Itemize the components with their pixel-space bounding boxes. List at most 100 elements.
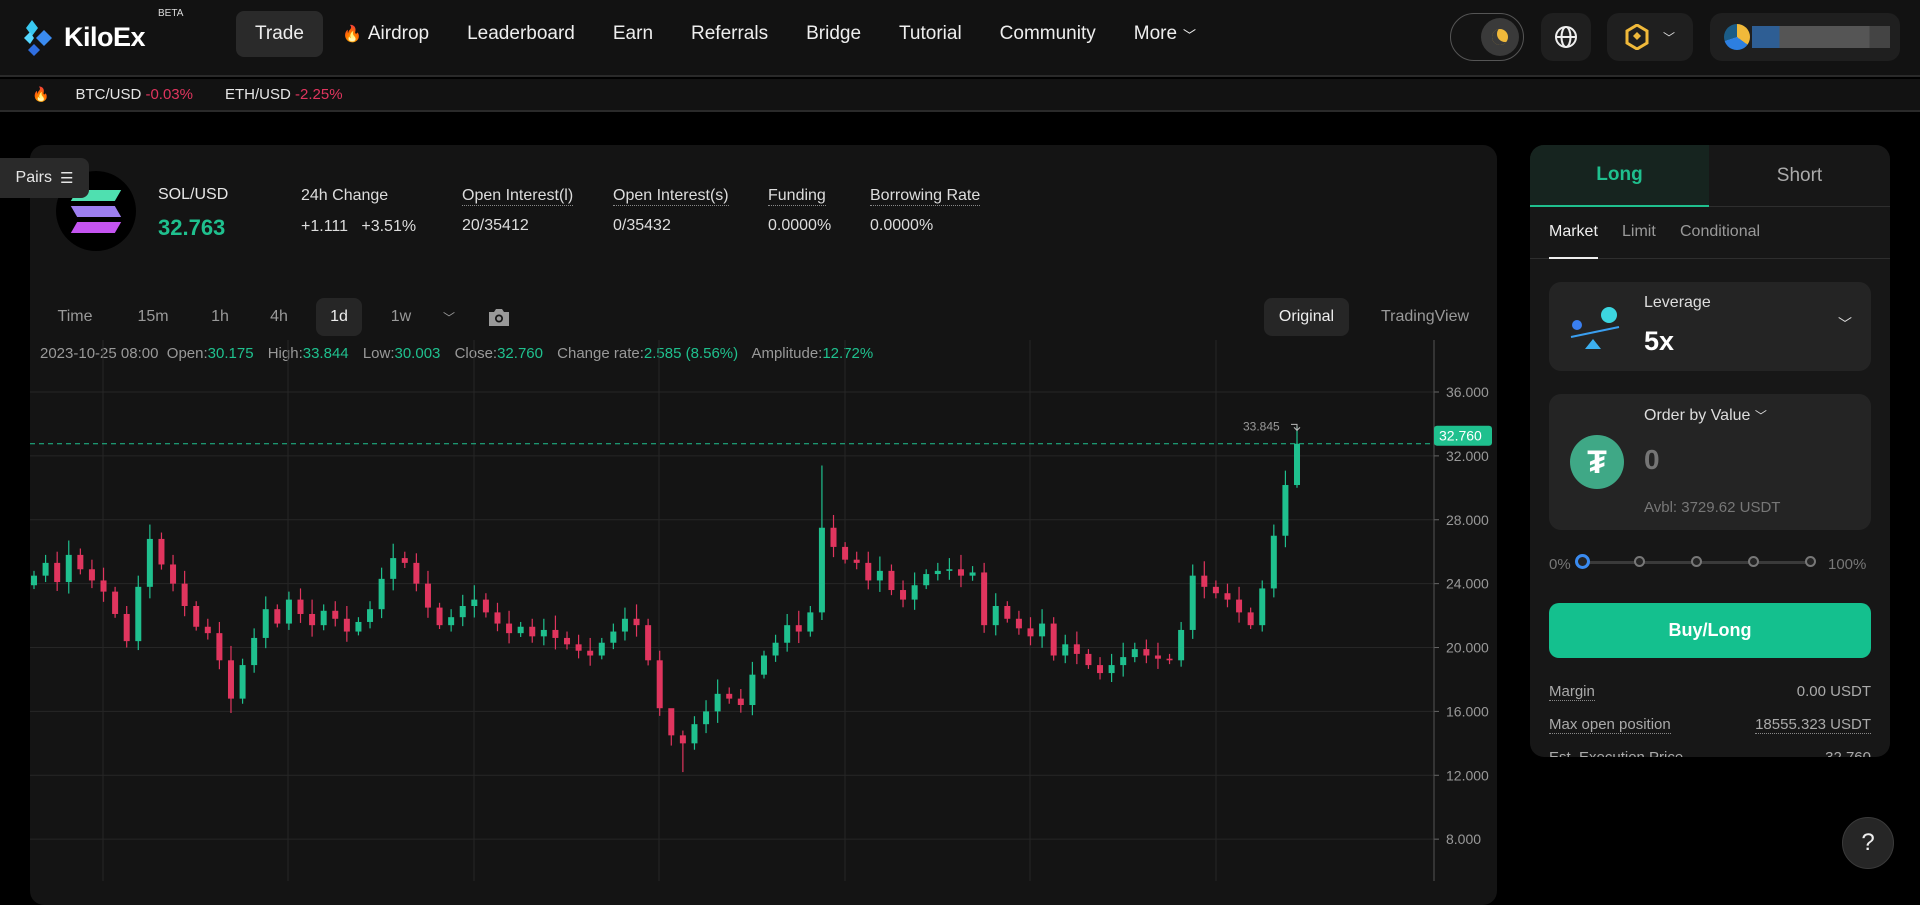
stat-open-interest-short[interactable]: Open Interest(s) 0/35432 — [613, 187, 729, 235]
chevron-down-icon: ﹀ — [1662, 30, 1675, 45]
candle-body — [204, 626, 211, 634]
candle-body — [193, 605, 200, 627]
stat-label: Borrowing Rate — [870, 187, 981, 206]
order-type-market[interactable]: Market — [1549, 223, 1598, 259]
candle-body — [645, 625, 652, 661]
nav-referrals[interactable]: Referrals — [672, 11, 787, 57]
buy-long-button[interactable]: Buy/Long — [1549, 603, 1871, 658]
nav-airdrop[interactable]: 🔥 Airdrop — [323, 11, 448, 57]
logo[interactable]: KiloEx — [22, 18, 146, 56]
list-icon: ☰ — [60, 170, 74, 187]
candle-body — [297, 599, 304, 614]
language-button[interactable] — [1541, 13, 1591, 61]
info-open: 30.175 — [207, 345, 254, 362]
amount-input[interactable] — [1644, 442, 1844, 478]
info-label: Amplitude: — [751, 345, 823, 362]
nav-label: Leaderboard — [467, 23, 575, 44]
slider-step-0[interactable] — [1575, 554, 1590, 569]
candle-body — [668, 708, 675, 736]
info-label: High: — [267, 345, 303, 362]
beta-badge: BETA — [158, 8, 184, 19]
nav-trade[interactable]: Trade — [236, 11, 323, 57]
candle-body — [679, 735, 686, 744]
slider-step-50[interactable] — [1691, 556, 1702, 567]
timeframe-more-chevron-icon[interactable]: ﹀ — [442, 310, 455, 325]
order-by-dropdown[interactable]: Order by Value ﹀ — [1644, 407, 1767, 425]
timeframe-1w[interactable]: 1w — [390, 308, 412, 325]
network-selector[interactable]: ﹀ — [1607, 13, 1693, 61]
stat-borrowing-rate[interactable]: Borrowing Rate 0.0000% — [870, 187, 981, 235]
timeframe-time[interactable]: Time — [57, 308, 93, 325]
timeframe-15m[interactable]: 15m — [137, 308, 169, 325]
candle-body — [1143, 649, 1150, 656]
tab-long[interactable]: Long — [1530, 145, 1709, 207]
row-label[interactable]: Max open position — [1549, 716, 1671, 734]
nav-label: Airdrop — [367, 23, 430, 44]
candle-body — [807, 612, 814, 632]
stat-funding[interactable]: Funding 0.0000% — [768, 187, 831, 235]
info-close: 32.760 — [497, 345, 543, 362]
candle-body — [575, 644, 582, 651]
theme-toggle[interactable] — [1450, 13, 1524, 61]
candle-body — [448, 617, 455, 626]
slider-step-25[interactable] — [1634, 556, 1645, 567]
nav-label: Trade — [255, 23, 304, 44]
pairs-button[interactable]: Pairs ☰ — [0, 158, 89, 198]
candle-body — [343, 618, 350, 632]
row-label[interactable]: Est. Execution Price — [1549, 749, 1683, 757]
help-icon: ? — [1861, 829, 1875, 856]
top-nav: KiloEx BETA Trade 🔥 Airdrop Leaderboard E… — [0, 0, 1920, 77]
timeframe-4h[interactable]: 4h — [270, 308, 288, 325]
candle-body — [1282, 485, 1289, 536]
nav-bridge[interactable]: Bridge — [787, 11, 880, 57]
stat-open-interest-long[interactable]: Open Interest(l) 20/35412 — [462, 187, 574, 235]
leverage-selector[interactable]: Leverage 5x ﹀ — [1549, 282, 1871, 371]
tab-short[interactable]: Short — [1709, 145, 1890, 207]
nav-tutorial[interactable]: Tutorial — [880, 11, 981, 57]
view-tradingview[interactable]: TradingView — [1380, 308, 1470, 325]
timeframe-1d[interactable]: 1d — [316, 298, 362, 336]
candle-body — [494, 612, 501, 624]
y-tick-label: 24.000 — [1446, 576, 1489, 592]
nav-earn[interactable]: Earn — [594, 11, 672, 57]
candle-body — [587, 650, 594, 656]
nav-community[interactable]: Community — [981, 11, 1115, 57]
ticker-btc[interactable]: BTC/USD -0.03% — [75, 86, 193, 103]
candlestick-chart[interactable]: 36.000 32.000 28.000 24.000 20.000 16.000 12.0… — [30, 340, 1497, 881]
candle-body — [251, 637, 258, 666]
slider-step-75[interactable] — [1748, 556, 1759, 567]
y-tick-label: 16.000 — [1446, 703, 1489, 719]
tab-label: Long — [1596, 164, 1643, 185]
leverage-balance-icon — [1570, 307, 1620, 349]
candle-body — [911, 585, 918, 600]
candle-body — [1247, 612, 1254, 626]
candle-body — [633, 618, 640, 626]
view-original[interactable]: Original — [1264, 298, 1349, 336]
slider-step-100[interactable] — [1805, 556, 1816, 567]
hot-flame-icon: 🔥 — [32, 86, 50, 102]
candle-body — [1212, 586, 1219, 594]
stat-label: Open Interest(l) — [462, 187, 574, 206]
candle-body — [1131, 649, 1138, 658]
candle-body — [656, 660, 663, 709]
ticker-eth[interactable]: ETH/USD -2.25% — [225, 86, 343, 103]
wallet-button[interactable] — [1710, 13, 1900, 61]
candle-body — [401, 558, 408, 563]
margin-row: Margin 0.00 USDT — [1549, 683, 1871, 701]
candle-body — [969, 572, 976, 576]
candle-body — [1073, 644, 1080, 654]
timeframe-1h[interactable]: 1h — [211, 308, 229, 325]
candle-body — [1236, 599, 1243, 613]
candle-body — [390, 558, 397, 579]
row-label[interactable]: Margin — [1549, 683, 1595, 701]
order-type-conditional[interactable]: Conditional — [1680, 223, 1761, 240]
screenshot-camera-icon[interactable] — [484, 298, 514, 336]
help-button[interactable]: ? — [1842, 817, 1894, 869]
candle-body — [749, 674, 756, 706]
nav-leaderboard[interactable]: Leaderboard — [448, 11, 594, 57]
ticker-pair: ETH/USD — [224, 86, 291, 103]
max-price-label: 33.845 — [1243, 419, 1280, 433]
nav-more[interactable]: More ﹀ — [1115, 11, 1215, 57]
order-type-limit[interactable]: Limit — [1622, 223, 1656, 240]
candle-body — [88, 569, 95, 581]
